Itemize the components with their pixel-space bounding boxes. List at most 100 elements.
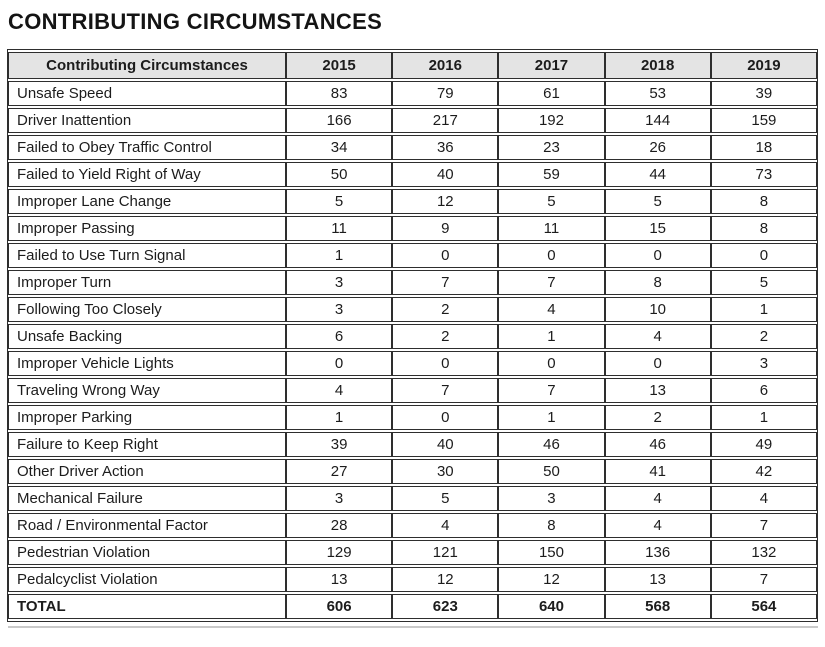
- cell-value: 1: [710, 405, 817, 430]
- cell-value: 41: [604, 459, 711, 484]
- row-label: Driver Inattention: [8, 108, 286, 133]
- table-row: Improper Parking 1 0 1 2 1: [8, 405, 817, 430]
- row-label: Traveling Wrong Way: [8, 378, 286, 403]
- cell-value: 4: [392, 513, 499, 538]
- cell-value: 5: [286, 189, 393, 214]
- cell-value: 23: [498, 135, 605, 160]
- row-label: Improper Passing: [8, 216, 286, 241]
- table-row: Unsafe Backing 6 2 1 4 2: [8, 324, 817, 349]
- table-row: Improper Lane Change 5 12 5 5 8: [8, 189, 817, 214]
- cell-value: 5: [498, 189, 605, 214]
- contributing-circumstances-table: Contributing Circumstances 2015 2016 2017 20…: [8, 50, 817, 621]
- cell-value: 27: [286, 459, 393, 484]
- cell-value: 59: [498, 162, 605, 187]
- cell-value: 7: [710, 513, 817, 538]
- row-label: TOTAL: [8, 594, 286, 619]
- row-label: Other Driver Action: [8, 459, 286, 484]
- table-row: Mechanical Failure 3 5 3 4 4: [8, 486, 817, 511]
- cell-value: 40: [392, 432, 499, 457]
- column-header-year: 2016: [392, 52, 499, 79]
- cell-value: 0: [498, 351, 605, 376]
- row-label: Improper Vehicle Lights: [8, 351, 286, 376]
- table-body: Unsafe Speed 83 79 61 53 39 Driver Inattention…: [8, 81, 817, 619]
- cell-value: 13: [604, 378, 711, 403]
- cell-value: 6: [710, 378, 817, 403]
- cell-value: 166: [286, 108, 393, 133]
- cell-value: 144: [604, 108, 711, 133]
- cell-value: 3: [286, 486, 393, 511]
- cell-value: 0: [392, 351, 499, 376]
- cell-value: 28: [286, 513, 393, 538]
- table-row: Failed to Use Turn Signal 1 0 0 0 0: [8, 243, 817, 268]
- cell-value: 12: [392, 567, 499, 592]
- row-label: Failed to Obey Traffic Control: [8, 135, 286, 160]
- row-label: Unsafe Backing: [8, 324, 286, 349]
- cell-value: 132: [710, 540, 817, 565]
- cell-value: 0: [710, 243, 817, 268]
- row-label: Failed to Yield Right of Way: [8, 162, 286, 187]
- cell-value: 1: [286, 243, 393, 268]
- cell-value: 34: [286, 135, 393, 160]
- cell-value: 12: [392, 189, 499, 214]
- row-label: Improper Lane Change: [8, 189, 286, 214]
- cell-value: 5: [392, 486, 499, 511]
- table-row: Improper Passing 11 9 11 15 8: [8, 216, 817, 241]
- total-row: TOTAL 606 623 640 568 564: [8, 594, 817, 619]
- cell-value: 8: [710, 216, 817, 241]
- cell-value: 5: [604, 189, 711, 214]
- cell-value: 42: [710, 459, 817, 484]
- cell-value: 11: [498, 216, 605, 241]
- cell-value: 83: [286, 81, 393, 106]
- row-label: Pedalcyclist Violation: [8, 567, 286, 592]
- cell-value: 640: [498, 594, 605, 619]
- table-row: Improper Turn 3 7 7 8 5: [8, 270, 817, 295]
- cell-value: 0: [392, 243, 499, 268]
- cell-value: 4: [286, 378, 393, 403]
- cell-value: 40: [392, 162, 499, 187]
- cell-value: 39: [710, 81, 817, 106]
- cell-value: 6: [286, 324, 393, 349]
- cell-value: 4: [604, 486, 711, 511]
- cell-value: 121: [392, 540, 499, 565]
- cell-value: 9: [392, 216, 499, 241]
- cell-value: 30: [392, 459, 499, 484]
- cell-value: 136: [604, 540, 711, 565]
- cell-value: 217: [392, 108, 499, 133]
- cell-value: 0: [604, 351, 711, 376]
- cell-value: 4: [710, 486, 817, 511]
- row-label: Improper Turn: [8, 270, 286, 295]
- cell-value: 192: [498, 108, 605, 133]
- cell-value: 8: [498, 513, 605, 538]
- cell-value: 50: [498, 459, 605, 484]
- column-header-year: 2017: [498, 52, 605, 79]
- cell-value: 159: [710, 108, 817, 133]
- cell-value: 3: [498, 486, 605, 511]
- cell-value: 568: [604, 594, 711, 619]
- row-label: Road / Environmental Factor: [8, 513, 286, 538]
- cell-value: 3: [710, 351, 817, 376]
- cell-value: 7: [392, 378, 499, 403]
- cell-value: 73: [710, 162, 817, 187]
- cell-value: 5: [710, 270, 817, 295]
- cell-value: 7: [392, 270, 499, 295]
- table-outer-border: Contributing Circumstances 2015 2016 2017 20…: [7, 49, 818, 622]
- cell-value: 11: [286, 216, 393, 241]
- cell-value: 50: [286, 162, 393, 187]
- table-row: Other Driver Action 27 30 50 41 42: [8, 459, 817, 484]
- cell-value: 15: [604, 216, 711, 241]
- cell-value: 1: [498, 405, 605, 430]
- table-row: Improper Vehicle Lights 0 0 0 0 3: [8, 351, 817, 376]
- cell-value: 564: [710, 594, 817, 619]
- row-label: Failure to Keep Right: [8, 432, 286, 457]
- cell-value: 7: [498, 378, 605, 403]
- cell-value: 46: [498, 432, 605, 457]
- cell-value: 49: [710, 432, 817, 457]
- column-header-year: 2018: [604, 52, 711, 79]
- row-label: Unsafe Speed: [8, 81, 286, 106]
- report-page: CONTRIBUTING CIRCUMSTANCES Contributing …: [0, 9, 825, 628]
- cell-value: 79: [392, 81, 499, 106]
- cell-value: 46: [604, 432, 711, 457]
- cell-value: 7: [710, 567, 817, 592]
- row-label: Improper Parking: [8, 405, 286, 430]
- cell-value: 2: [392, 297, 499, 322]
